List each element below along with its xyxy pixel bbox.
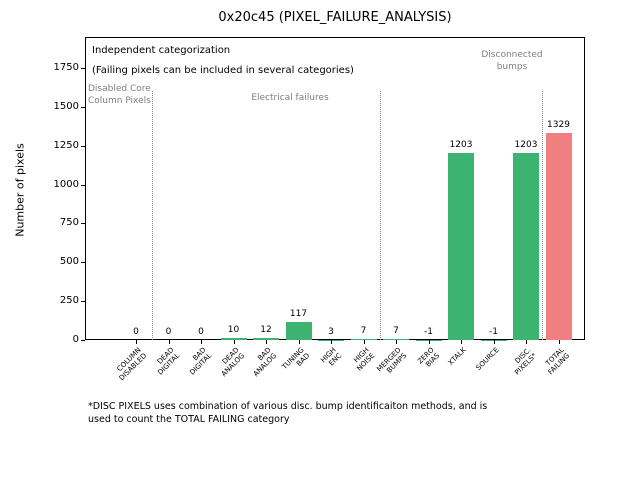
- x-tick-mark: [526, 340, 527, 344]
- y-tick-mark: [81, 184, 85, 186]
- bar-value-label: 0: [198, 327, 204, 337]
- x-tick-mark: [331, 340, 332, 344]
- bar-value-label: 7: [360, 325, 367, 336]
- y-tick-label: 1250: [53, 139, 79, 151]
- bar-value-label: -1: [424, 327, 433, 337]
- bar: [383, 338, 409, 340]
- y-tick-mark: [81, 301, 85, 303]
- y-tick-label: 1500: [53, 100, 79, 112]
- section-divider-line: [542, 91, 544, 340]
- section-label: Disconnected bumps: [481, 50, 543, 72]
- x-tick-mark: [461, 340, 462, 344]
- bar-value-label: 7: [393, 325, 399, 336]
- annotation-failing-pixels-note: (Failing pixels can be included in sever…: [92, 65, 354, 76]
- y-tick-label: 0: [72, 334, 79, 345]
- y-tick-label: 500: [59, 256, 79, 268]
- bar-value-label: 1203: [449, 140, 473, 151]
- bar-value-label: 12: [260, 325, 272, 336]
- y-tick-mark: [81, 340, 85, 341]
- x-tick-mark: [363, 340, 365, 344]
- y-tick-label: 250: [59, 295, 79, 307]
- bar: [545, 133, 572, 340]
- x-tick-mark: [396, 340, 397, 344]
- y-tick-mark: [81, 262, 85, 264]
- x-tick-mark: [493, 340, 495, 344]
- section-label: Electrical failures: [251, 93, 329, 103]
- bar-value-label: 1329: [547, 120, 570, 131]
- y-tick-label: 1750: [53, 62, 79, 74]
- bar: [253, 338, 279, 340]
- section-divider-line: [152, 91, 154, 340]
- bar-value-label: -1: [489, 327, 498, 337]
- x-tick-mark: [136, 340, 137, 344]
- y-axis-label: Number of pixels: [13, 143, 27, 237]
- x-tick-mark: [201, 340, 202, 344]
- plot-area: [85, 37, 585, 340]
- chart-title: 0x20c45 (PIXEL_FAILURE_ANALYSIS): [218, 10, 452, 25]
- x-tick-mark: [233, 340, 235, 344]
- footnote: *DISC PIXELS uses combination of various…: [88, 401, 488, 426]
- y-tick-label: 1000: [53, 178, 79, 190]
- bar: [448, 153, 474, 340]
- bar-value-label: 0: [165, 327, 172, 337]
- y-tick-mark: [81, 145, 85, 147]
- section-divider-line: [379, 91, 381, 340]
- bar-value-label: 10: [227, 325, 240, 336]
- bar: [350, 338, 377, 340]
- y-tick-label: 750: [59, 217, 79, 229]
- bar-value-label: 117: [289, 308, 308, 319]
- bar: [285, 321, 312, 340]
- annotation-independent-categorization: Independent categorization: [92, 45, 231, 56]
- x-tick-mark: [298, 340, 300, 344]
- bar-value-label: 0: [133, 327, 139, 337]
- bar-value-label: 1203: [514, 140, 538, 151]
- y-tick-mark: [81, 223, 85, 225]
- bar: [220, 338, 247, 340]
- x-tick-mark: [428, 340, 430, 344]
- x-tick-mark: [558, 340, 560, 344]
- y-tick-mark: [81, 68, 85, 70]
- x-tick-mark: [266, 340, 267, 344]
- bar-value-label: 3: [328, 326, 334, 337]
- bar: [513, 153, 539, 340]
- section-label: Disabled Core Column Pixels: [88, 84, 151, 106]
- y-tick-mark: [81, 106, 85, 108]
- x-tick-mark: [168, 340, 170, 344]
